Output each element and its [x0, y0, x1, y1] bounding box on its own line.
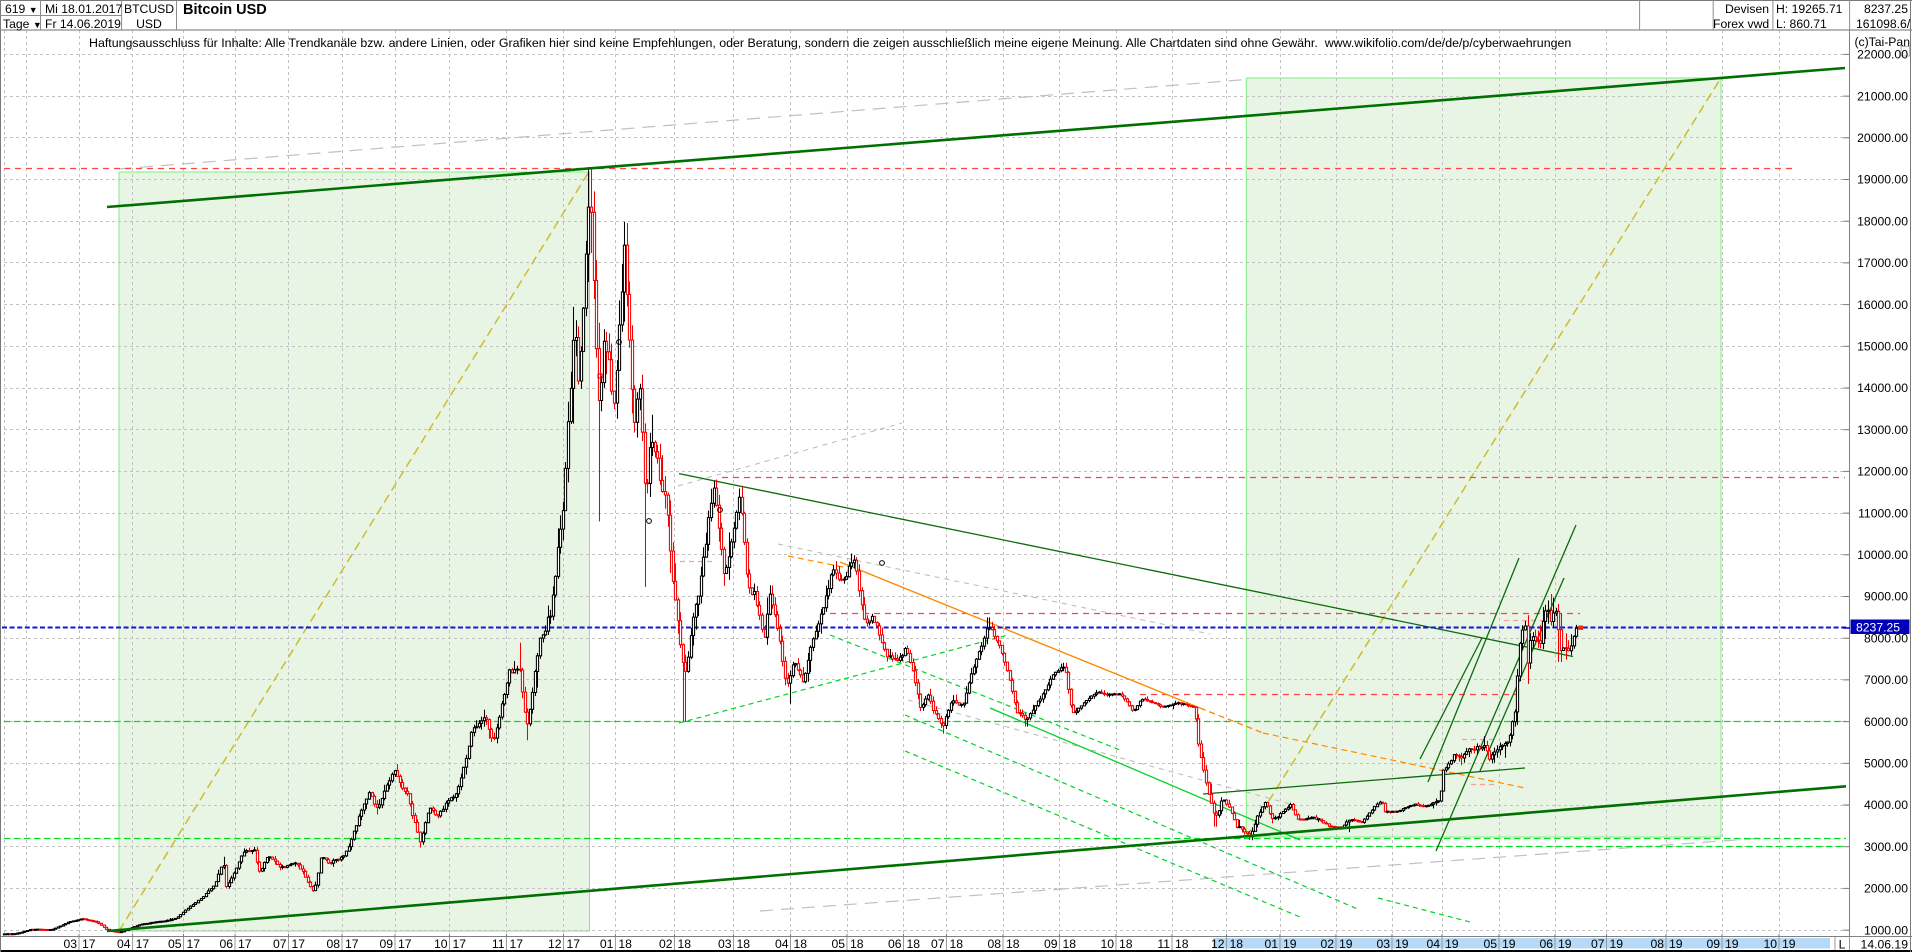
svg-text:19: 19 — [1782, 937, 1796, 951]
svg-text:07: 07 — [1591, 937, 1605, 951]
svg-text:18: 18 — [794, 937, 808, 951]
svg-text:18: 18 — [678, 937, 692, 951]
svg-text:01: 01 — [1264, 937, 1278, 951]
svg-text:18: 18 — [850, 937, 864, 951]
svg-text:17: 17 — [567, 937, 581, 951]
svg-text:06: 06 — [219, 937, 233, 951]
svg-text:17: 17 — [82, 937, 96, 951]
svg-text:09: 09 — [1044, 937, 1058, 951]
svg-text:19: 19 — [1502, 937, 1516, 951]
svg-text:10: 10 — [1100, 937, 1114, 951]
svg-text:18: 18 — [737, 937, 751, 951]
svg-text:6000.00: 6000.00 — [1864, 715, 1908, 729]
svg-text:05: 05 — [168, 937, 182, 951]
svg-text:12: 12 — [548, 937, 562, 951]
svg-text:8237.25: 8237.25 — [1856, 621, 1900, 635]
svg-text:19000.00: 19000.00 — [1857, 173, 1908, 187]
svg-text:03: 03 — [63, 937, 77, 951]
svg-text:14.06.19: 14.06.19 — [1861, 938, 1909, 952]
svg-text:17: 17 — [136, 937, 150, 951]
svg-text:20000.00: 20000.00 — [1857, 131, 1908, 145]
svg-text:18: 18 — [1175, 937, 1189, 951]
svg-text:03: 03 — [718, 937, 732, 951]
svg-text:08: 08 — [326, 937, 340, 951]
svg-text:L: L — [1839, 938, 1846, 952]
svg-text:18: 18 — [1006, 937, 1020, 951]
svg-text:17: 17 — [292, 937, 306, 951]
svg-text:05: 05 — [831, 937, 845, 951]
svg-text:5000.00: 5000.00 — [1864, 757, 1908, 771]
svg-text:12: 12 — [1211, 937, 1225, 951]
svg-text:18: 18 — [950, 937, 964, 951]
svg-text:11: 11 — [1157, 937, 1170, 951]
svg-text:11000.00: 11000.00 — [1858, 506, 1908, 520]
svg-text:(c)Tai-Pan: (c)Tai-Pan — [1854, 35, 1910, 49]
svg-text:17: 17 — [510, 937, 524, 951]
svg-text:06: 06 — [1539, 937, 1553, 951]
svg-text:2000.00: 2000.00 — [1864, 882, 1908, 896]
svg-text:7000.00: 7000.00 — [1864, 673, 1908, 687]
svg-text:17: 17 — [398, 937, 412, 951]
svg-text:09: 09 — [379, 937, 393, 951]
svg-text:18: 18 — [1119, 937, 1133, 951]
svg-text:19: 19 — [1395, 937, 1409, 951]
svg-text:18: 18 — [618, 937, 632, 951]
svg-text:18: 18 — [1063, 937, 1077, 951]
svg-text:12000.00: 12000.00 — [1857, 465, 1908, 479]
svg-text:9000.00: 9000.00 — [1864, 590, 1908, 604]
svg-text:13000.00: 13000.00 — [1857, 423, 1908, 437]
svg-text:21000.00: 21000.00 — [1857, 89, 1908, 103]
svg-text:02: 02 — [1320, 937, 1334, 951]
svg-text:19: 19 — [1445, 937, 1459, 951]
svg-text:19: 19 — [1339, 937, 1353, 951]
svg-text:14000.00: 14000.00 — [1857, 381, 1908, 395]
svg-text:1000.00: 1000.00 — [1864, 923, 1908, 937]
svg-text:22000.00: 22000.00 — [1857, 48, 1908, 62]
svg-text:09: 09 — [1706, 937, 1720, 951]
svg-text:04: 04 — [1426, 937, 1440, 951]
svg-text:16000.00: 16000.00 — [1857, 298, 1908, 312]
svg-text:17: 17 — [187, 937, 201, 951]
svg-text:10: 10 — [1763, 937, 1777, 951]
svg-text:07: 07 — [931, 937, 945, 951]
svg-text:19: 19 — [1558, 937, 1572, 951]
svg-text:18: 18 — [907, 937, 921, 951]
svg-text:05: 05 — [1483, 937, 1497, 951]
svg-text:03: 03 — [1376, 937, 1390, 951]
svg-text:4000.00: 4000.00 — [1864, 798, 1908, 812]
svg-text:04: 04 — [117, 937, 131, 951]
svg-text:19: 19 — [1610, 937, 1624, 951]
svg-text:10: 10 — [434, 937, 448, 951]
svg-text:06: 06 — [888, 937, 902, 951]
svg-text:17: 17 — [453, 937, 467, 951]
svg-text:08: 08 — [987, 937, 1001, 951]
svg-text:11: 11 — [492, 937, 505, 951]
svg-text:10000.00: 10000.00 — [1857, 548, 1908, 562]
svg-text:3000.00: 3000.00 — [1864, 840, 1908, 854]
svg-text:17000.00: 17000.00 — [1857, 256, 1908, 270]
svg-text:18: 18 — [1230, 937, 1244, 951]
svg-text:18000.00: 18000.00 — [1857, 214, 1908, 228]
svg-text:04: 04 — [775, 937, 789, 951]
svg-text:17: 17 — [345, 937, 359, 951]
svg-text:07: 07 — [273, 937, 287, 951]
svg-text:19: 19 — [1725, 937, 1739, 951]
svg-text:02: 02 — [659, 937, 673, 951]
svg-text:15000.00: 15000.00 — [1857, 340, 1908, 354]
svg-text:8000.00: 8000.00 — [1864, 631, 1908, 645]
svg-text:01: 01 — [600, 937, 614, 951]
svg-text:17: 17 — [238, 937, 252, 951]
svg-text:08: 08 — [1650, 937, 1664, 951]
svg-text:19: 19 — [1669, 937, 1683, 951]
svg-text:19: 19 — [1283, 937, 1297, 951]
